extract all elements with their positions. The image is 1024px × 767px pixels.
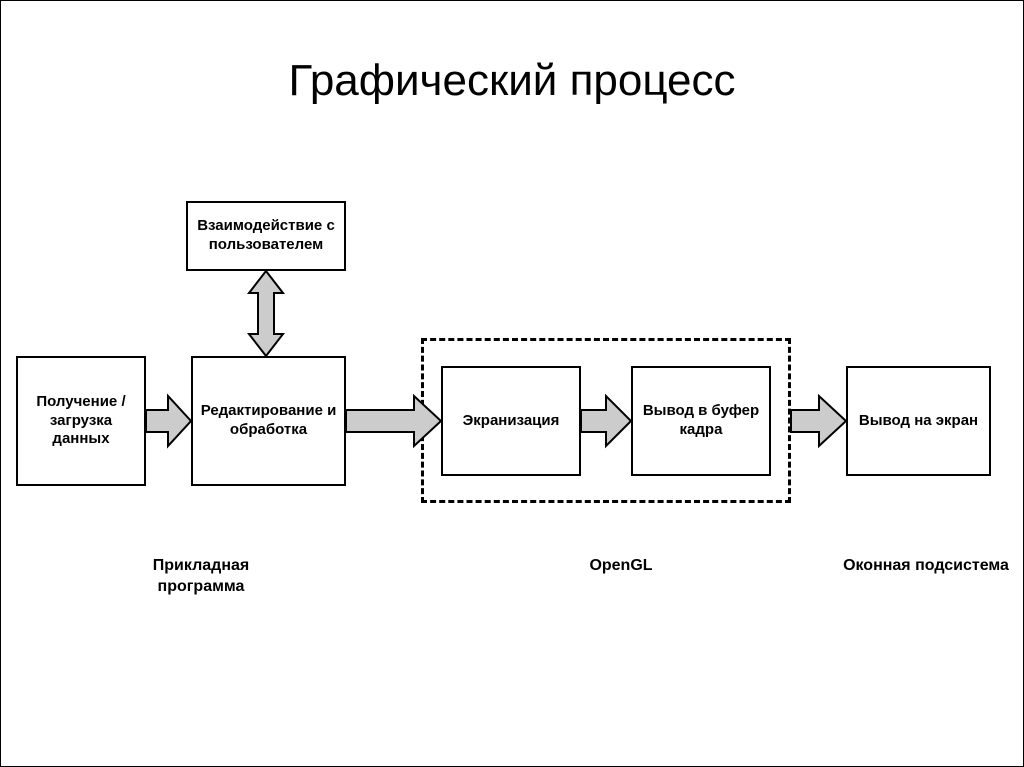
node-edit: Редактирование и обработка	[191, 356, 346, 486]
slide-title: Графический процесс	[1, 56, 1023, 106]
label-app: Прикладная программа	[111, 556, 291, 598]
arrow-interaction-to-edit	[249, 271, 283, 356]
node-interaction: Взаимодействие с пользователем	[186, 201, 346, 271]
arrow-edit-to-raster	[346, 396, 441, 446]
node-buffer-label: Вывод в буфер кадра	[637, 402, 765, 440]
label-opengl: OpenGL	[561, 556, 681, 577]
node-interaction-label: Взаимодействие с пользователем	[192, 217, 340, 255]
node-screen: Вывод на экран	[846, 366, 991, 476]
arrow-buffer-to-screen	[791, 396, 846, 446]
node-raster: Экранизация	[441, 366, 581, 476]
label-window: Оконная подсистема	[841, 556, 1011, 577]
slide: Графический процесс Взаимодействие с пол…	[0, 0, 1024, 767]
node-raster-label: Экранизация	[463, 412, 560, 431]
node-load-label: Получение / загрузка данных	[22, 393, 140, 449]
node-edit-label: Редактирование и обработка	[197, 402, 340, 440]
arrow-load-to-edit	[146, 396, 191, 446]
node-load: Получение / загрузка данных	[16, 356, 146, 486]
node-buffer: Вывод в буфер кадра	[631, 366, 771, 476]
node-screen-label: Вывод на экран	[859, 412, 978, 431]
arrow-raster-to-buffer	[581, 396, 631, 446]
